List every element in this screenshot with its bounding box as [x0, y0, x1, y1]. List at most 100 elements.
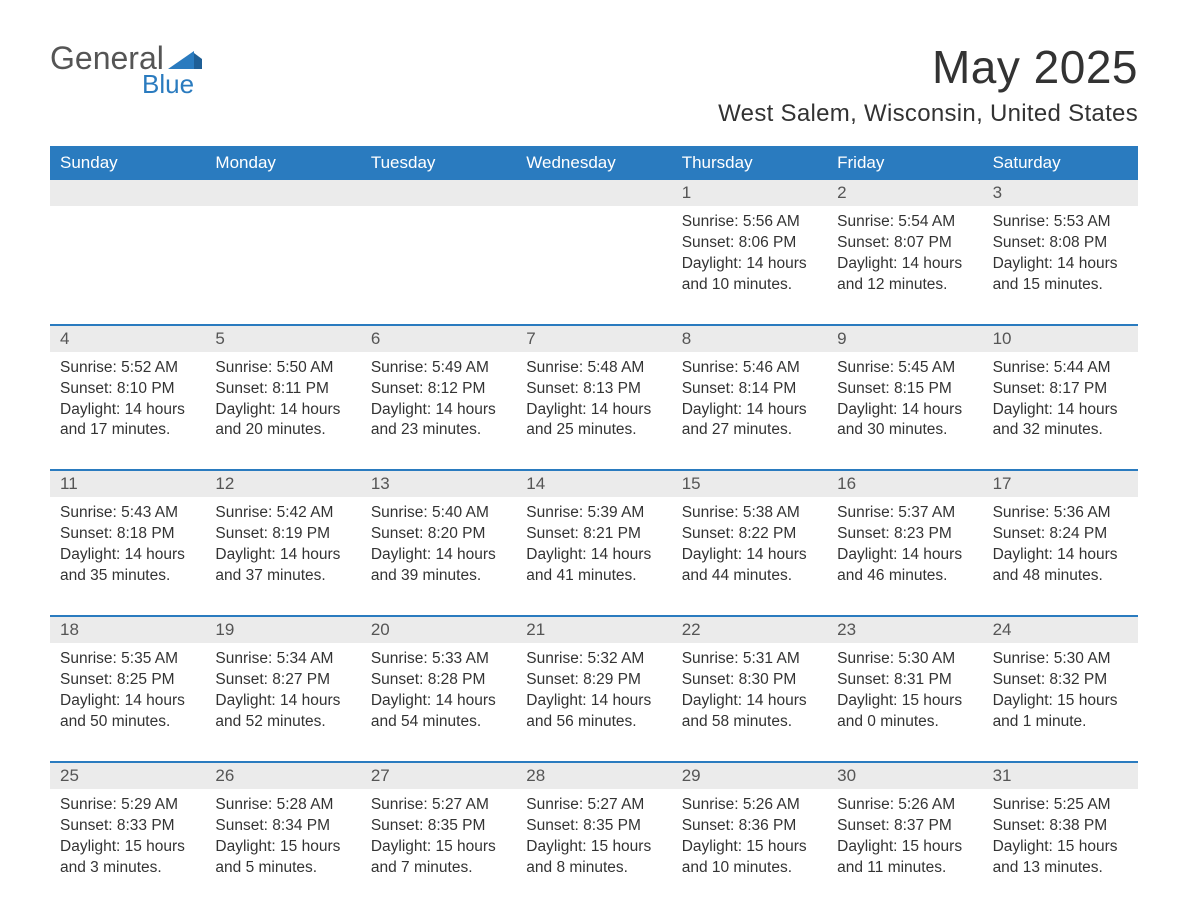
- weekday-label: Thursday: [672, 146, 827, 180]
- sunrise-line: Sunrise: 5:37 AM: [837, 503, 972, 524]
- day-number: 26: [205, 763, 360, 789]
- day-number: 18: [50, 617, 205, 643]
- daylight-line: Daylight: 15 hours and 0 minutes.: [837, 691, 972, 733]
- day-number: 17: [983, 471, 1138, 497]
- day-cell: [516, 206, 671, 306]
- day-cell: Sunrise: 5:43 AMSunset: 8:18 PMDaylight:…: [50, 497, 205, 597]
- sunrise-line: Sunrise: 5:48 AM: [526, 358, 661, 379]
- sunrise-line: Sunrise: 5:50 AM: [215, 358, 350, 379]
- sunrise-line: Sunrise: 5:34 AM: [215, 649, 350, 670]
- daylight-line: Daylight: 15 hours and 11 minutes.: [837, 837, 972, 879]
- sunset-line: Sunset: 8:28 PM: [371, 670, 506, 691]
- sunset-line: Sunset: 8:20 PM: [371, 524, 506, 545]
- day-cell: Sunrise: 5:46 AMSunset: 8:14 PMDaylight:…: [672, 352, 827, 452]
- day-number: 3: [983, 180, 1138, 206]
- sunrise-line: Sunrise: 5:39 AM: [526, 503, 661, 524]
- daynum-band: 45678910: [50, 326, 1138, 352]
- daynum-band: 18192021222324: [50, 617, 1138, 643]
- sunrise-line: Sunrise: 5:35 AM: [60, 649, 195, 670]
- day-number: 24: [983, 617, 1138, 643]
- daynum-band: 123: [50, 180, 1138, 206]
- sunrise-line: Sunrise: 5:26 AM: [837, 795, 972, 816]
- daylight-line: Daylight: 14 hours and 35 minutes.: [60, 545, 195, 587]
- daylight-line: Daylight: 14 hours and 52 minutes.: [215, 691, 350, 733]
- day-number: 15: [672, 471, 827, 497]
- day-number: [50, 180, 205, 206]
- weekday-label: Tuesday: [361, 146, 516, 180]
- sunset-line: Sunset: 8:38 PM: [993, 816, 1128, 837]
- daylight-line: Daylight: 14 hours and 32 minutes.: [993, 400, 1128, 442]
- day-cell: Sunrise: 5:50 AMSunset: 8:11 PMDaylight:…: [205, 352, 360, 452]
- day-cell: Sunrise: 5:33 AMSunset: 8:28 PMDaylight:…: [361, 643, 516, 743]
- sunset-line: Sunset: 8:18 PM: [60, 524, 195, 545]
- daylight-line: Daylight: 14 hours and 56 minutes.: [526, 691, 661, 733]
- day-number: 14: [516, 471, 671, 497]
- week-row: 11121314151617Sunrise: 5:43 AMSunset: 8:…: [50, 469, 1138, 597]
- sunset-line: Sunset: 8:13 PM: [526, 379, 661, 400]
- sunrise-line: Sunrise: 5:25 AM: [993, 795, 1128, 816]
- sunrise-line: Sunrise: 5:36 AM: [993, 503, 1128, 524]
- daylight-line: Daylight: 14 hours and 46 minutes.: [837, 545, 972, 587]
- daylight-line: Daylight: 14 hours and 30 minutes.: [837, 400, 972, 442]
- day-number: 25: [50, 763, 205, 789]
- sunset-line: Sunset: 8:29 PM: [526, 670, 661, 691]
- sunrise-line: Sunrise: 5:30 AM: [837, 649, 972, 670]
- day-cell: Sunrise: 5:26 AMSunset: 8:37 PMDaylight:…: [827, 789, 982, 889]
- day-number: 21: [516, 617, 671, 643]
- month-title: May 2025: [718, 40, 1138, 94]
- day-number: 30: [827, 763, 982, 789]
- sunset-line: Sunset: 8:12 PM: [371, 379, 506, 400]
- day-number: 12: [205, 471, 360, 497]
- sunset-line: Sunset: 8:35 PM: [371, 816, 506, 837]
- day-cell: [50, 206, 205, 306]
- sunrise-line: Sunrise: 5:33 AM: [371, 649, 506, 670]
- day-number: 20: [361, 617, 516, 643]
- daylight-line: Daylight: 14 hours and 58 minutes.: [682, 691, 817, 733]
- sunrise-line: Sunrise: 5:40 AM: [371, 503, 506, 524]
- daylight-line: Daylight: 15 hours and 3 minutes.: [60, 837, 195, 879]
- day-cell: Sunrise: 5:32 AMSunset: 8:29 PMDaylight:…: [516, 643, 671, 743]
- sunrise-line: Sunrise: 5:32 AM: [526, 649, 661, 670]
- day-number: 11: [50, 471, 205, 497]
- weekday-label: Sunday: [50, 146, 205, 180]
- sunset-line: Sunset: 8:32 PM: [993, 670, 1128, 691]
- day-cell: Sunrise: 5:39 AMSunset: 8:21 PMDaylight:…: [516, 497, 671, 597]
- daylight-line: Daylight: 14 hours and 25 minutes.: [526, 400, 661, 442]
- sunrise-line: Sunrise: 5:30 AM: [993, 649, 1128, 670]
- sunset-line: Sunset: 8:37 PM: [837, 816, 972, 837]
- day-cell: Sunrise: 5:38 AMSunset: 8:22 PMDaylight:…: [672, 497, 827, 597]
- weekday-label: Wednesday: [516, 146, 671, 180]
- day-cell: Sunrise: 5:34 AMSunset: 8:27 PMDaylight:…: [205, 643, 360, 743]
- day-cell: Sunrise: 5:53 AMSunset: 8:08 PMDaylight:…: [983, 206, 1138, 306]
- sunrise-line: Sunrise: 5:43 AM: [60, 503, 195, 524]
- sunset-line: Sunset: 8:25 PM: [60, 670, 195, 691]
- daylight-line: Daylight: 14 hours and 48 minutes.: [993, 545, 1128, 587]
- sunrise-line: Sunrise: 5:49 AM: [371, 358, 506, 379]
- sunrise-line: Sunrise: 5:42 AM: [215, 503, 350, 524]
- day-cell: Sunrise: 5:52 AMSunset: 8:10 PMDaylight:…: [50, 352, 205, 452]
- day-number: 28: [516, 763, 671, 789]
- sunrise-line: Sunrise: 5:46 AM: [682, 358, 817, 379]
- weekday-row: SundayMondayTuesdayWednesdayThursdayFrid…: [50, 146, 1138, 180]
- sunset-line: Sunset: 8:17 PM: [993, 379, 1128, 400]
- daylight-line: Daylight: 15 hours and 7 minutes.: [371, 837, 506, 879]
- day-cell: Sunrise: 5:27 AMSunset: 8:35 PMDaylight:…: [516, 789, 671, 889]
- sunset-line: Sunset: 8:22 PM: [682, 524, 817, 545]
- sunset-line: Sunset: 8:36 PM: [682, 816, 817, 837]
- sunset-line: Sunset: 8:31 PM: [837, 670, 972, 691]
- sunrise-line: Sunrise: 5:56 AM: [682, 212, 817, 233]
- daylight-line: Daylight: 15 hours and 1 minute.: [993, 691, 1128, 733]
- day-cell: Sunrise: 5:49 AMSunset: 8:12 PMDaylight:…: [361, 352, 516, 452]
- day-number: [516, 180, 671, 206]
- header: General Blue May 2025 West Salem, Wiscon…: [50, 40, 1138, 128]
- day-cell: Sunrise: 5:36 AMSunset: 8:24 PMDaylight:…: [983, 497, 1138, 597]
- daylight-line: Daylight: 14 hours and 39 minutes.: [371, 545, 506, 587]
- day-cell: Sunrise: 5:54 AMSunset: 8:07 PMDaylight:…: [827, 206, 982, 306]
- day-cell: Sunrise: 5:29 AMSunset: 8:33 PMDaylight:…: [50, 789, 205, 889]
- daynum-band: 25262728293031: [50, 763, 1138, 789]
- day-number: 19: [205, 617, 360, 643]
- week-row: 18192021222324Sunrise: 5:35 AMSunset: 8:…: [50, 615, 1138, 743]
- location: West Salem, Wisconsin, United States: [718, 100, 1138, 128]
- sunset-line: Sunset: 8:35 PM: [526, 816, 661, 837]
- day-cell: Sunrise: 5:44 AMSunset: 8:17 PMDaylight:…: [983, 352, 1138, 452]
